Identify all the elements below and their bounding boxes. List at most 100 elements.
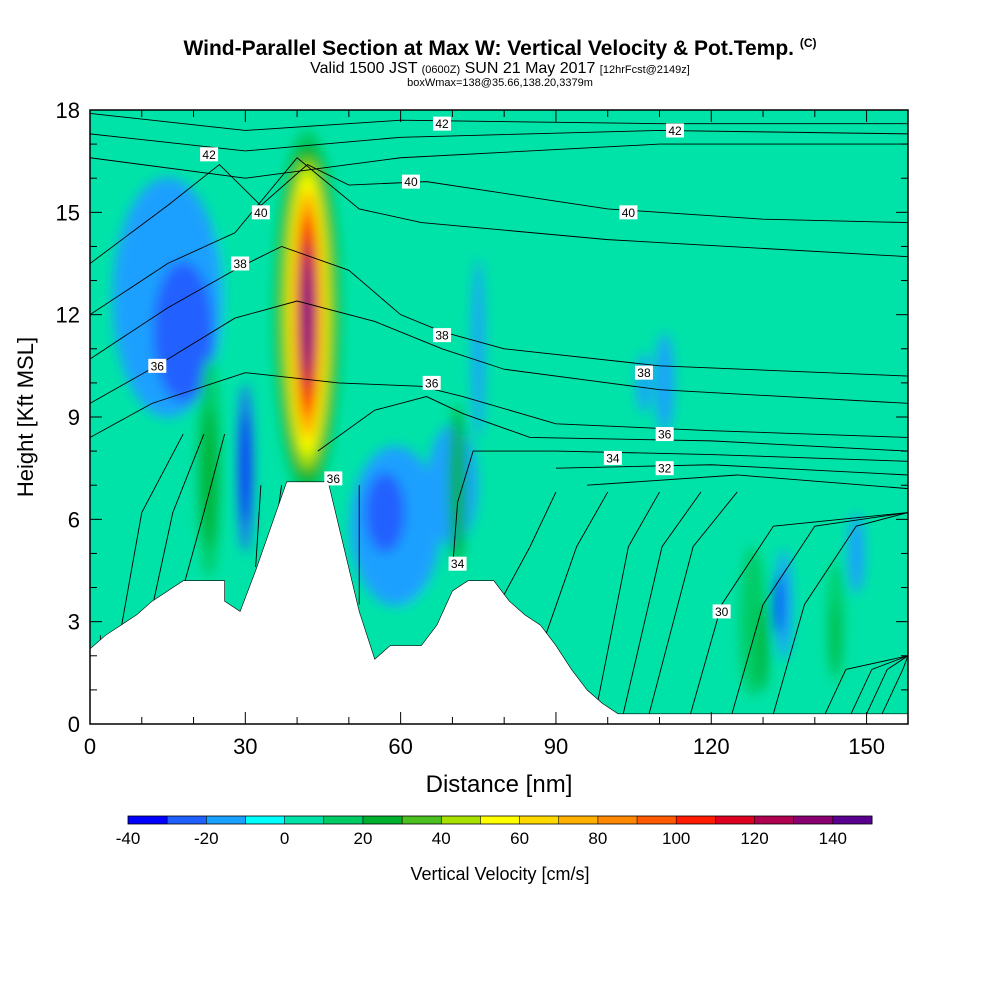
theta-contour-38 xyxy=(90,245,908,377)
x-tick-label: 150 xyxy=(848,734,885,759)
x-tick-label: 60 xyxy=(388,734,412,759)
colorbar-swatch xyxy=(245,816,286,824)
y-tick-label: 12 xyxy=(56,303,80,328)
theta-contour-34 xyxy=(182,433,226,588)
colorbar-swatch xyxy=(362,816,403,824)
theta-contour-34 xyxy=(451,450,908,571)
x-tick-label: 0 xyxy=(84,734,96,759)
y-tick-label: 18 xyxy=(56,98,80,123)
updraft-patch xyxy=(214,190,255,371)
contour-label-box xyxy=(231,256,250,271)
colorbar-tick-label: 140 xyxy=(819,829,847,848)
contour-label-box xyxy=(655,461,674,476)
theta-contour-32 xyxy=(503,491,557,595)
contour-label-box xyxy=(433,328,452,343)
theta-contour-36 xyxy=(317,396,908,452)
y-tick-label: 3 xyxy=(68,610,80,635)
colorbar-swatch xyxy=(597,816,638,824)
downdraft-core xyxy=(365,472,406,553)
y-axis-label: Height [Kft MSL] xyxy=(13,337,38,497)
contour-label-text: 38 xyxy=(233,257,247,271)
theta-contour-34 xyxy=(120,433,184,629)
contour-label-text: 36 xyxy=(151,359,165,373)
updraft-core xyxy=(202,408,217,549)
theta-contour-30 xyxy=(731,512,908,714)
contour-label-text: 32 xyxy=(658,462,672,476)
downdraft-core xyxy=(774,574,783,635)
theta-contour-30 xyxy=(772,512,908,714)
downdraft-core xyxy=(636,352,651,413)
contour-label: 42 xyxy=(433,116,452,131)
downdraft-core xyxy=(241,413,250,524)
updraft-patch xyxy=(880,493,905,614)
colorbar: -40 -20 0 20 40 60 80 100 120 140 xyxy=(116,815,873,848)
theta-contour-30 xyxy=(824,655,908,714)
terrain xyxy=(90,481,908,724)
contour-label: 42 xyxy=(666,123,685,138)
contour-label-box xyxy=(655,427,674,442)
updraft-patch xyxy=(663,549,760,660)
contour-label: 34 xyxy=(603,450,622,465)
chart-subtitle: Valid 1500 JST (0600Z) SUN 21 May 2017 [… xyxy=(0,60,1000,78)
colorbar-swatch xyxy=(637,816,677,824)
contour-label: 42 xyxy=(200,147,219,162)
contour-label: 36 xyxy=(655,427,674,442)
colorbar-frame xyxy=(127,815,873,825)
contour-label-box xyxy=(422,375,441,390)
contour-label: 40 xyxy=(401,174,420,189)
colorbar-tick-label: -20 xyxy=(194,829,219,848)
contour-label-text: 36 xyxy=(327,472,341,486)
y-tick-label: 6 xyxy=(68,507,80,532)
theta-contour-32 xyxy=(555,464,908,476)
colorbar-tick-label: -40 xyxy=(116,829,141,848)
colorbar-tick-label: 60 xyxy=(510,829,529,848)
y-tick-label: 15 xyxy=(56,200,80,225)
updraft-core xyxy=(453,429,462,520)
downdraft-core xyxy=(848,513,865,594)
colorbar-swatch xyxy=(832,816,873,824)
theta-contour-38 xyxy=(90,300,908,404)
colorbar-swatch xyxy=(676,816,716,824)
contour-label-box xyxy=(712,604,731,619)
updraft-patch xyxy=(557,220,618,341)
theta-contour-32 xyxy=(545,491,609,636)
theta-contour-30 xyxy=(881,655,908,714)
x-tick-label: 90 xyxy=(544,734,568,759)
downdraft-core xyxy=(472,258,485,439)
contour-labels: 30 32 34 34 36 36 36 36 38 38 38 40 40 40 42 42 42 xyxy=(148,116,731,619)
valid-date: SUN 21 May 2017 xyxy=(464,60,596,77)
theta-contour-40 xyxy=(90,163,908,264)
x-tick-label: 30 xyxy=(233,734,257,759)
theta-contours xyxy=(90,112,908,724)
colorbar-swatch xyxy=(715,816,756,824)
box-info: boxWmax=138@35.66,138.20,3379m xyxy=(407,77,593,89)
contour-label: 30 xyxy=(712,604,731,619)
colorbar-swatch xyxy=(284,816,325,824)
contour-label-text: 38 xyxy=(435,329,449,343)
contour-label-text: 40 xyxy=(622,206,636,220)
contour-label: 36 xyxy=(324,471,343,486)
y-tick-label: 9 xyxy=(68,405,80,430)
contour-label: 40 xyxy=(619,205,638,220)
theta-contour-42 xyxy=(90,143,908,179)
colorbar-swatch xyxy=(128,816,168,824)
x-tick-label: 120 xyxy=(693,734,730,759)
contour-label: 38 xyxy=(231,256,250,271)
contour-label-box xyxy=(200,147,219,162)
contour-label: 36 xyxy=(148,358,167,373)
theta-contour-30 xyxy=(850,655,908,714)
contour-label-box xyxy=(251,205,270,220)
contour-label-text: 42 xyxy=(202,148,216,162)
colorbar-tick-label: 0 xyxy=(280,829,289,848)
colorbar-tick-label: 100 xyxy=(662,829,690,848)
contour-label: 32 xyxy=(655,461,674,476)
contour-label-text: 42 xyxy=(435,117,449,131)
theta-contour-34 xyxy=(151,433,205,609)
colorbar-label: Vertical Velocity [cm/s] xyxy=(410,864,589,884)
theta-contour-42 xyxy=(90,130,908,152)
updraft-core xyxy=(832,603,839,674)
colorbar-swatch xyxy=(754,816,795,824)
theta-contour-30 xyxy=(690,512,908,714)
updraft-core xyxy=(758,600,769,691)
